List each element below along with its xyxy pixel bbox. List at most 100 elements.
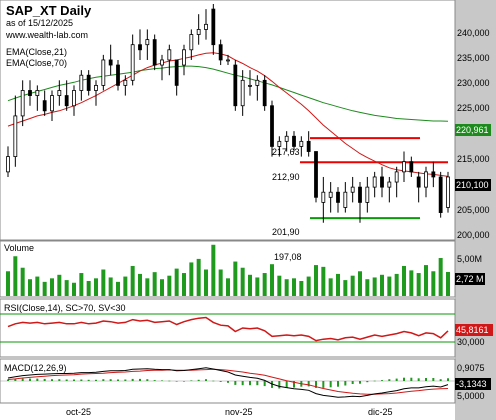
volume-bar — [431, 271, 436, 296]
macd-hist-bar — [403, 377, 405, 381]
candle-body — [130, 44, 135, 81]
candle-body — [446, 176, 450, 208]
candle-body — [226, 59, 230, 62]
volume-bar — [174, 268, 179, 296]
candle-body — [79, 74, 84, 91]
macd-hist-bar — [249, 381, 251, 386]
price-tick-205: 205,000 — [457, 205, 490, 215]
macd-hist-bar — [65, 379, 68, 381]
volume-bar — [350, 275, 355, 296]
candle-body — [218, 44, 223, 61]
candle-body — [20, 90, 25, 117]
candle-body — [262, 79, 267, 107]
candle-body — [240, 79, 245, 107]
candle-body — [358, 186, 362, 203]
macd-hist-bar — [21, 378, 24, 381]
macd-hist-bar — [447, 378, 449, 381]
candle-body — [86, 74, 91, 91]
candle-body — [211, 8, 216, 46]
candle-body — [380, 176, 384, 188]
price-tick-225: 225,000 — [457, 103, 490, 113]
macd-last-1: 0,9075 — [457, 363, 485, 373]
price-tick-200: 200,000 — [457, 230, 490, 240]
x-axis: oct-25 nov-25 dic-25 — [66, 407, 393, 417]
volume-bar — [446, 271, 450, 296]
macd-hist-bar — [395, 378, 398, 381]
candle-body — [372, 176, 377, 188]
macd-hist-bar — [278, 381, 281, 389]
volume-bar — [20, 267, 25, 296]
macd-hist-bar — [432, 378, 435, 381]
volume-bar — [189, 262, 194, 296]
candle-body — [196, 29, 201, 35]
candle-body — [343, 191, 348, 208]
candle-body — [50, 95, 54, 112]
macd-panel[interactable]: MACD(12,26,9) — [0, 358, 456, 404]
rsi-panel[interactable]: RSI(Close,14), SC>70, SV<30 — [0, 298, 456, 358]
macd-hist-bar — [29, 378, 31, 381]
candle-body — [321, 191, 326, 203]
volume-panel[interactable]: Volume 197,08 — [0, 240, 456, 298]
volume-bar — [328, 278, 333, 296]
candle-body — [394, 171, 399, 183]
volume-bar — [306, 276, 311, 296]
candle-body — [299, 140, 304, 147]
annotation-212: 212,90 — [272, 172, 300, 182]
volume-bar — [343, 280, 348, 296]
volume-bar — [152, 272, 157, 296]
macd-hist-bar — [410, 377, 413, 381]
volume-bar — [79, 273, 84, 296]
candle-body — [277, 140, 282, 147]
rsi-last-box — [455, 324, 493, 336]
legend-ema21: EMA(Close,21) — [6, 47, 67, 57]
candle-body — [292, 135, 296, 147]
candle-body — [306, 140, 311, 152]
candle-body — [402, 161, 406, 173]
price-panel[interactable]: SAP_XT Daily as of 15/12/2025 www.wealth… — [0, 0, 456, 241]
volume-bar — [101, 269, 106, 296]
macd-hist-bar — [315, 381, 317, 388]
candle-body — [13, 115, 18, 158]
volume-bar — [145, 278, 150, 296]
volume-bar — [138, 273, 142, 296]
volume-bar — [42, 281, 47, 296]
candle-body — [160, 59, 164, 66]
volume-bar — [262, 273, 267, 296]
macd-hist-bar — [175, 381, 178, 382]
volume-last-box — [455, 273, 485, 285]
candle-body — [35, 90, 40, 96]
volume-bar — [255, 277, 260, 296]
volume-bar — [13, 256, 18, 296]
source-label: www.wealth-lab.com — [5, 30, 88, 40]
price-tick-240: 240,000 — [457, 28, 490, 38]
candle-body — [72, 90, 76, 107]
volume-bar — [108, 277, 113, 296]
macd-hist-bar — [359, 381, 361, 384]
volume-bar — [380, 274, 384, 296]
candle-body — [416, 176, 421, 188]
volume-bar — [277, 275, 282, 296]
macd-hist-bar — [109, 379, 112, 381]
macd-title: MACD(12,26,9) — [4, 363, 67, 373]
candle-body — [138, 44, 142, 51]
macd-hist-bar — [14, 378, 17, 381]
annotation-217: 217,63 — [272, 147, 300, 157]
x-tick-dic: dic-25 — [368, 407, 393, 417]
volume-annotation: 197,08 — [274, 252, 302, 262]
volume-bar — [358, 271, 362, 296]
macd-hist-bar — [131, 378, 134, 381]
candle-body — [94, 84, 98, 91]
volume-bar — [123, 276, 128, 296]
volume-bar — [336, 273, 340, 296]
candle-body — [189, 34, 194, 51]
candle-body — [152, 39, 157, 66]
macd-hist-bar — [234, 381, 237, 385]
macd-hist-bar — [417, 378, 420, 381]
candle-body — [431, 171, 436, 178]
candle-body — [116, 64, 120, 86]
macd-hist-bar — [73, 379, 75, 381]
macd-hist-bar — [351, 381, 354, 384]
macd-hist-bar — [263, 381, 266, 387]
macd-hist-bar — [256, 381, 259, 386]
